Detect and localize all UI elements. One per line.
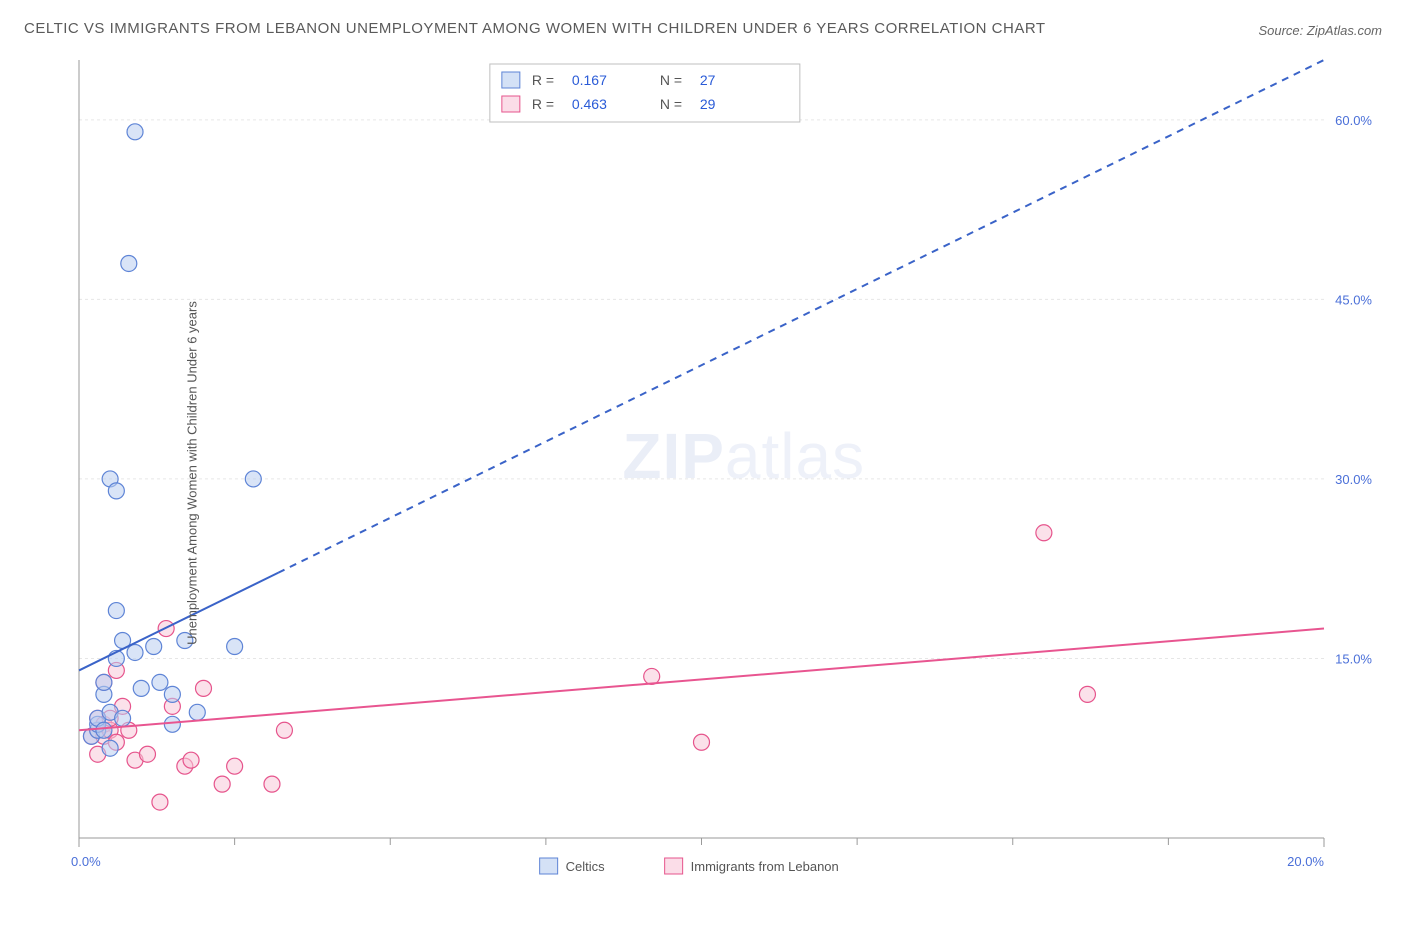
data-point [121, 255, 137, 271]
trend-line [79, 628, 1324, 730]
legend-label: Immigrants from Lebanon [691, 859, 839, 874]
data-point [264, 776, 280, 792]
legend-swatch [540, 858, 558, 874]
trend-line [79, 572, 278, 670]
svg-text:15.0%: 15.0% [1335, 651, 1372, 666]
svg-text:29: 29 [700, 96, 716, 112]
data-point [127, 644, 143, 660]
data-point [245, 470, 261, 486]
svg-text:0.0%: 0.0% [71, 854, 101, 869]
data-point [1079, 686, 1095, 702]
data-point [164, 686, 180, 702]
legend-label: Celtics [566, 859, 606, 874]
data-point [227, 758, 243, 774]
svg-text:R =: R = [532, 96, 554, 112]
data-point [183, 752, 199, 768]
trend-line-dashed [278, 60, 1324, 573]
svg-text:N =: N = [660, 72, 682, 88]
svg-text:N =: N = [660, 96, 682, 112]
legend-swatch [502, 72, 520, 88]
legend-swatch [665, 858, 683, 874]
chart-title: CELTIC VS IMMIGRANTS FROM LEBANON UNEMPL… [24, 16, 1046, 42]
data-point [164, 716, 180, 732]
data-point [102, 740, 118, 756]
data-point [146, 638, 162, 654]
scatter-chart: 0.0% 20.0% 15.0% 30.0% 45.0% 60.0% R = 0.167 N =… [24, 48, 1384, 898]
data-point [152, 794, 168, 810]
svg-text:20.0%: 20.0% [1287, 854, 1324, 869]
data-point [139, 746, 155, 762]
data-point [214, 776, 230, 792]
legend-swatch [502, 96, 520, 112]
data-point [644, 668, 660, 684]
data-point [196, 680, 212, 696]
y-axis-label: Unemployment Among Women with Children U… [184, 301, 199, 645]
data-point [127, 123, 143, 139]
svg-text:27: 27 [700, 72, 716, 88]
data-point [96, 722, 112, 738]
svg-text:45.0%: 45.0% [1335, 292, 1372, 307]
svg-text:30.0%: 30.0% [1335, 471, 1372, 486]
data-point [133, 680, 149, 696]
data-point [189, 704, 205, 720]
data-point [276, 722, 292, 738]
data-point [152, 674, 168, 690]
data-point [115, 710, 131, 726]
data-point [227, 638, 243, 654]
svg-text:R =: R = [532, 72, 554, 88]
data-point [108, 602, 124, 618]
data-point [96, 674, 112, 690]
svg-text:60.0%: 60.0% [1335, 112, 1372, 127]
svg-text:0.463: 0.463 [572, 96, 607, 112]
data-point [108, 482, 124, 498]
svg-text:0.167: 0.167 [572, 72, 607, 88]
data-point [694, 734, 710, 750]
data-point [1036, 524, 1052, 540]
source-attribution: Source: ZipAtlas.com [1258, 23, 1382, 42]
